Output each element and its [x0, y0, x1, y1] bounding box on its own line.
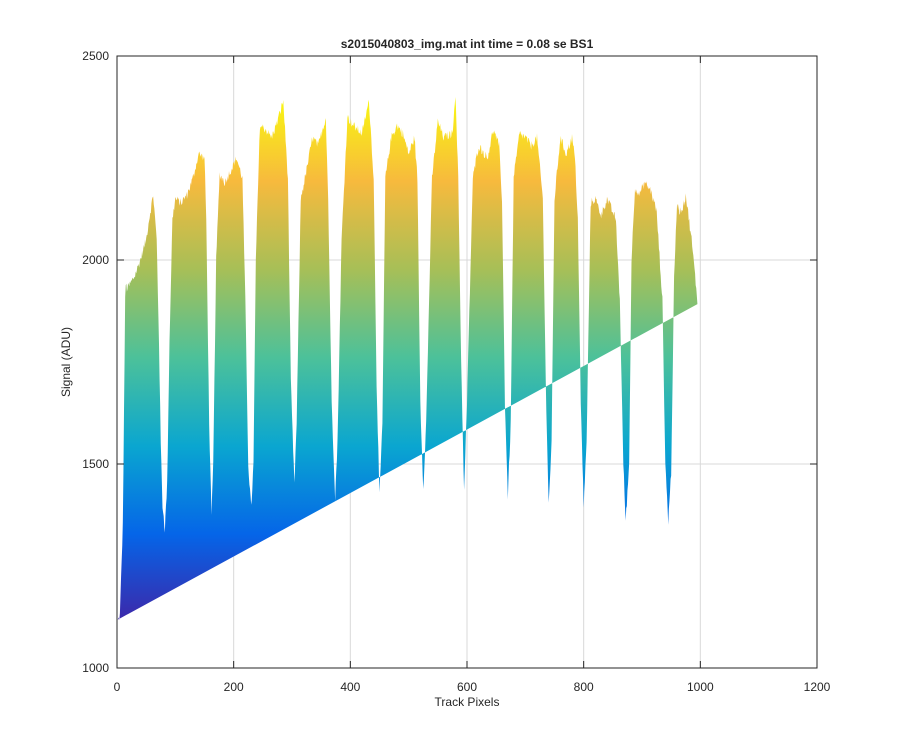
x-tick-label: 1200: [804, 680, 831, 694]
y-tick-label: 2000: [82, 253, 109, 267]
x-tick-label: 200: [224, 680, 244, 694]
signal-area-series: [117, 97, 698, 620]
x-tick-label: 800: [574, 680, 594, 694]
y-axis-label: Signal (ADU): [59, 327, 73, 397]
chart-title: s2015040803_img.mat int time = 0.08 se B…: [341, 37, 594, 51]
x-tick-label: 400: [340, 680, 360, 694]
y-axis-ticks: 1000 1500 2000 2500: [82, 49, 817, 675]
x-axis-label: Track Pixels: [435, 695, 500, 709]
y-tick-label: 2500: [82, 49, 109, 63]
x-axis-ticks: 0 200 400 600 800 1000 1200: [114, 56, 831, 694]
y-tick-label: 1500: [82, 457, 109, 471]
signal-area: [117, 97, 698, 620]
x-tick-label: 0: [114, 680, 121, 694]
x-tick-label: 1000: [687, 680, 714, 694]
x-tick-label: 600: [457, 680, 477, 694]
y-tick-label: 1000: [82, 661, 109, 675]
